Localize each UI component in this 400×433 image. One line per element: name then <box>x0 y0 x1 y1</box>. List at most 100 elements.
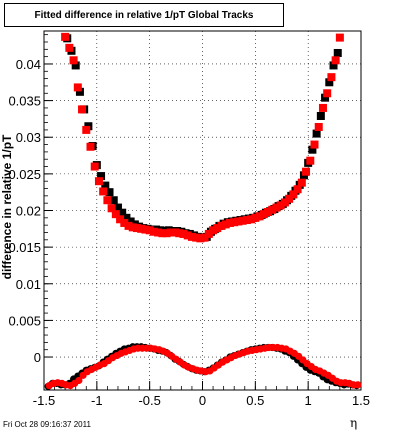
x-tick-label: -1 <box>91 393 103 408</box>
data-point <box>238 216 247 225</box>
axes: -1.5 -1 -0.5 0 0.5 1 1.5 0 0.005 0.01 0.015 0.02 0.0… <box>8 30 370 408</box>
data-point <box>314 122 323 131</box>
data-point <box>285 194 294 203</box>
data-point <box>255 212 264 221</box>
data-point <box>145 226 154 235</box>
data-point <box>280 198 289 207</box>
data-point <box>259 210 268 219</box>
data-point <box>61 32 70 41</box>
y-tick-label: 0.035 <box>8 94 41 109</box>
data-point <box>268 205 277 214</box>
data-point <box>297 178 306 187</box>
data-point <box>158 229 167 238</box>
data-point <box>109 196 118 205</box>
data-point <box>183 231 192 240</box>
data-point <box>321 93 330 102</box>
data-point <box>333 48 342 57</box>
y-tick-label: 0 <box>34 350 41 365</box>
data-point <box>120 218 129 227</box>
data-point <box>166 228 175 237</box>
data-point <box>325 78 334 87</box>
data-point <box>175 229 184 238</box>
data-point <box>217 221 226 230</box>
data-point <box>116 215 125 224</box>
x-tick-label: 0 <box>199 393 206 408</box>
data-point <box>192 233 201 242</box>
data-point <box>318 103 327 112</box>
data-point <box>225 218 234 227</box>
data-point <box>187 232 196 241</box>
data-point <box>329 61 338 70</box>
data-point <box>316 111 325 120</box>
timestamp: Fri Oct 28 09:16:37 2011 <box>3 420 91 429</box>
data-point <box>82 125 91 134</box>
data-point <box>111 210 120 219</box>
data-point <box>105 188 114 197</box>
y-tick-label: 0.02 <box>16 204 41 219</box>
data-point <box>118 208 127 217</box>
grid-lines <box>44 31 361 390</box>
data-point <box>126 217 135 226</box>
data-point <box>234 217 243 226</box>
data-point <box>73 83 82 92</box>
x-axis-label: η <box>350 416 358 430</box>
data-point <box>69 56 78 65</box>
data-point <box>132 224 141 233</box>
data-point <box>78 105 87 114</box>
data-point <box>323 89 332 98</box>
data-point <box>162 229 171 238</box>
chart-title: Fitted difference in relative 1/pT Globa… <box>4 3 284 27</box>
data-point <box>276 201 285 210</box>
data-markers <box>44 32 362 390</box>
plot-frame <box>43 30 362 391</box>
data-point <box>128 223 137 232</box>
data-point <box>94 177 103 186</box>
data-point <box>107 204 116 213</box>
data-point <box>354 381 362 389</box>
y-tick-label: 0.04 <box>16 57 41 72</box>
data-point <box>289 190 298 199</box>
data-point <box>75 376 83 385</box>
y-tick-label: 0.025 <box>8 167 41 182</box>
data-point <box>221 220 230 229</box>
data-point <box>137 224 146 233</box>
x-tick-label: 0.5 <box>246 393 264 408</box>
data-point <box>171 228 180 237</box>
x-tick-label: 1.5 <box>352 393 370 408</box>
data-point <box>335 33 344 42</box>
data-point <box>141 225 150 234</box>
data-point <box>327 73 336 82</box>
data-point <box>213 224 222 233</box>
data-point <box>86 142 95 151</box>
y-tick-label: 0.015 <box>8 240 41 255</box>
data-point <box>122 213 131 222</box>
data-point <box>179 229 188 238</box>
data-point <box>99 187 108 196</box>
x-tick-label: -0.5 <box>138 393 160 408</box>
data-point <box>124 221 133 230</box>
data-point <box>204 229 213 238</box>
data-point <box>154 228 163 237</box>
y-axis-label: difference in relative 1/pT <box>0 134 14 280</box>
data-point <box>71 61 80 70</box>
data-point <box>209 226 218 235</box>
data-point <box>242 216 251 225</box>
data-point <box>101 181 110 190</box>
data-point <box>247 215 256 224</box>
data-point <box>293 185 302 194</box>
data-point <box>75 87 84 96</box>
data-point <box>251 213 260 222</box>
data-point <box>302 167 311 176</box>
y-tick-label: 0.03 <box>16 130 41 145</box>
data-point <box>113 203 122 212</box>
data-point <box>200 233 209 242</box>
data-point <box>149 227 158 236</box>
data-point <box>65 43 74 52</box>
data-point <box>90 162 99 171</box>
data-point <box>308 145 317 154</box>
data-point <box>312 129 321 138</box>
data-point <box>97 172 106 181</box>
data-point <box>331 56 340 65</box>
data-point <box>264 207 273 216</box>
